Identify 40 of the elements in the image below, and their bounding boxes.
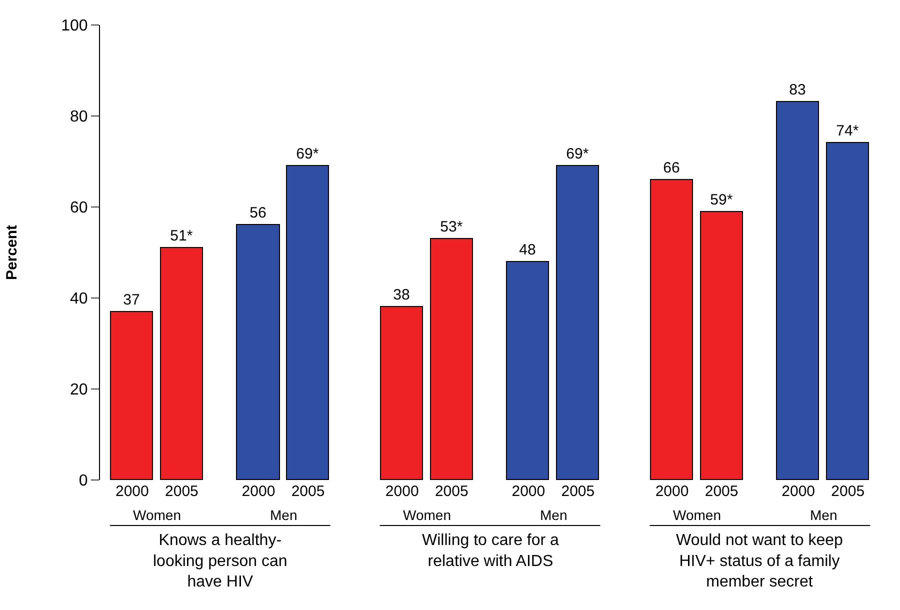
x-tick-label: 2000	[385, 483, 419, 500]
data-label: 48	[519, 242, 536, 258]
text: Willing to care for a relative with AIDS	[422, 532, 560, 570]
y-tick-label: 20	[70, 382, 88, 399]
data-label: 37	[123, 292, 140, 308]
text: Men	[540, 507, 568, 523]
data-label: 56	[250, 204, 266, 222]
y-tick-label: 0	[78, 472, 88, 490]
x-tick-label: 2005	[831, 483, 865, 500]
text: Women	[403, 507, 451, 523]
y-tick-label: 60	[70, 200, 88, 217]
data-label: 69*	[566, 146, 589, 162]
x-tick-label: 2005	[165, 483, 198, 500]
x-tick-label: 2005	[704, 483, 738, 500]
y-tick-label: 40	[70, 290, 88, 308]
x-tick-label: 2000	[782, 483, 816, 500]
data-label: 69*	[296, 146, 319, 162]
text: Women	[673, 507, 721, 523]
x-tick-label: 2000	[655, 483, 689, 500]
text: Would not want to keep HIV+ status of a family member secret	[676, 532, 844, 591]
x-tick-label: 2005	[561, 483, 595, 500]
data-label: 66	[663, 160, 680, 176]
data-label: 74*	[836, 122, 859, 140]
data-label: 53*	[440, 218, 463, 236]
text: Men	[270, 507, 298, 523]
data-label: 38	[393, 286, 410, 304]
data-label: 83	[789, 82, 806, 98]
text: Knows a healthy- looking person can have HIV	[153, 532, 288, 591]
text: Women	[133, 507, 181, 523]
data-label: 51*	[170, 228, 193, 244]
data-label: 59*	[710, 192, 733, 208]
x-tick-label: 2005	[434, 483, 468, 500]
x-tick-label: 2000	[242, 483, 276, 500]
x-tick-label: 2005	[291, 483, 325, 500]
y-tick-label: 100	[61, 18, 88, 35]
y-axis-title: Percent	[3, 224, 20, 280]
x-tick-label: 2000	[512, 483, 546, 500]
y-tick-label: 80	[70, 108, 88, 126]
text: Men	[810, 507, 838, 523]
x-tick-label: 2000	[116, 483, 149, 500]
